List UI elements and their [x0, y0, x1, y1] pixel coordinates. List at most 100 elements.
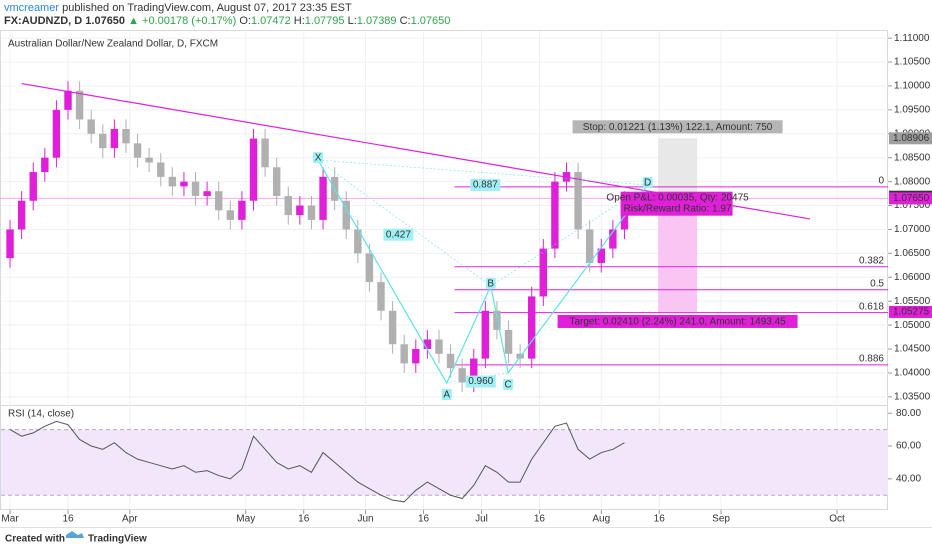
candle-body: [249, 138, 258, 201]
pattern-ratio-box: [383, 228, 414, 241]
candle-body: [388, 310, 397, 345]
candle-body: [52, 109, 61, 158]
pnl-label: Open P&L: 0.00035, Qty: 20475: [606, 192, 749, 203]
y-tick-label: 1.05500: [894, 296, 931, 307]
fib-label: 0.5: [870, 278, 884, 289]
candle-body: [365, 253, 374, 283]
candle-body: [493, 310, 501, 330]
candle-body: [180, 181, 188, 187]
y-tick-label: 1.07000: [894, 224, 931, 235]
candle-body: [284, 195, 292, 216]
pattern-point-label: A: [443, 390, 450, 401]
fib-label: 0.382: [859, 255, 884, 266]
y-tick-label: 1.09500: [894, 105, 931, 116]
target-label-box: [557, 314, 798, 328]
candle-body: [110, 129, 119, 149]
candle-body: [272, 167, 281, 196]
candle-body: [87, 119, 95, 134]
target-zone: [658, 196, 698, 312]
y-tick-label: 1.10500: [894, 57, 931, 68]
x-tick-label: 16: [654, 514, 666, 525]
candle-body: [168, 176, 177, 187]
candle-body: [203, 191, 211, 196]
price-label-box: [889, 305, 932, 318]
candle-body: [307, 205, 316, 220]
y-tick-label: 40.00: [896, 473, 921, 484]
candle-body: [481, 310, 490, 359]
candle-body: [574, 172, 582, 230]
o-label: O:: [239, 15, 251, 27]
pattern-ratio-label: 0.427: [386, 229, 411, 240]
y-tick-label: 1.08000: [894, 176, 931, 187]
pattern-ratio-box: [470, 178, 501, 191]
target-label: Target: 0.02410 (2.24%) 241.0, Amount: 1…: [569, 317, 786, 328]
candle-body: [133, 143, 142, 158]
x-tick-label: Mar: [1, 514, 19, 525]
candle-body: [29, 172, 37, 201]
chart-title: Australian Dollar/New Zealand Dollar, D,…: [8, 39, 218, 50]
pattern-point-label: X: [315, 153, 322, 164]
footer-logo: [66, 531, 84, 538]
published: published on TradingView.com, August 07,…: [62, 2, 352, 14]
pattern-point-label: C: [505, 380, 512, 391]
y-tick-label: 1.06500: [894, 248, 931, 259]
price-label: 1.07650: [893, 193, 930, 204]
symbol: FX:AUDNZD, D: [4, 15, 82, 27]
candle-body: [504, 329, 513, 354]
pattern-point-box: [503, 378, 514, 390]
candle-body: [528, 296, 536, 359]
candle-body: [377, 282, 385, 311]
fib-label: 0.886: [859, 353, 884, 364]
header-line1: vmcreamer published on TradingView.com, …: [4, 2, 352, 14]
x-tick-label: Jul: [475, 514, 488, 525]
candle-body: [99, 133, 107, 149]
candle-body: [17, 200, 26, 230]
rsi-band: [1, 429, 888, 496]
candle-body: [597, 248, 605, 263]
last: 1.07650: [85, 15, 125, 27]
candle-body: [551, 181, 559, 249]
y-tick-label: 1.04000: [894, 368, 931, 379]
x-tick-label: 16: [298, 514, 310, 525]
fib-label: 0.618: [859, 301, 884, 312]
rsi-line: [9, 420, 625, 503]
candle-body: [470, 358, 478, 383]
pattern-ratio-label: 0.887: [473, 180, 498, 191]
x-tick-label: May: [236, 514, 255, 525]
candle-body: [122, 129, 130, 144]
x-tick-label: Oct: [829, 514, 845, 525]
candle-body: [342, 200, 350, 230]
y-tick-label: 1.11000: [894, 33, 930, 44]
candle-body: [354, 229, 362, 254]
candle-body: [41, 157, 49, 173]
candle-body: [458, 368, 466, 383]
x-tick-label: Sep: [712, 514, 730, 525]
price-label-box: [889, 132, 932, 145]
price-label: 1.05275: [893, 307, 930, 318]
y-tick-label: 1.04500: [894, 344, 931, 355]
candle-body: [75, 90, 84, 120]
stop-label: Stop: 0.01221 (1.13%) 122.1, Amount: 750: [583, 122, 773, 133]
y-tick-label: 1.06000: [894, 272, 931, 283]
candle-body: [296, 205, 304, 216]
y-tick-label: 1.03500: [894, 392, 931, 403]
h-label: H:: [294, 15, 305, 27]
rr-label: Risk/Reward Ratio: 1.97: [624, 203, 732, 214]
h-value: 1.07795: [305, 15, 345, 27]
x-tick-label: 16: [534, 514, 546, 525]
candle-body: [226, 210, 235, 220]
candle-body: [157, 162, 165, 177]
change: ▲ +0.00178 (+0.17%): [128, 15, 236, 27]
pattern-ratio-box: [465, 375, 496, 388]
rsi-title: RSI (14, close): [8, 409, 74, 420]
y-tick-label: 1.08500: [894, 152, 931, 163]
candle-body: [215, 191, 223, 211]
stop-zone: [658, 138, 698, 197]
header-line2: FX:AUDNZD, D 1.07650 ▲ +0.00178 (+0.17%)…: [4, 15, 450, 27]
candle-body: [191, 181, 200, 196]
price-label: 1.08906: [893, 133, 930, 144]
pattern-leg: [490, 184, 648, 287]
footer-brand[interactable]: TradingView: [88, 534, 147, 545]
pattern-point-box: [313, 152, 324, 164]
